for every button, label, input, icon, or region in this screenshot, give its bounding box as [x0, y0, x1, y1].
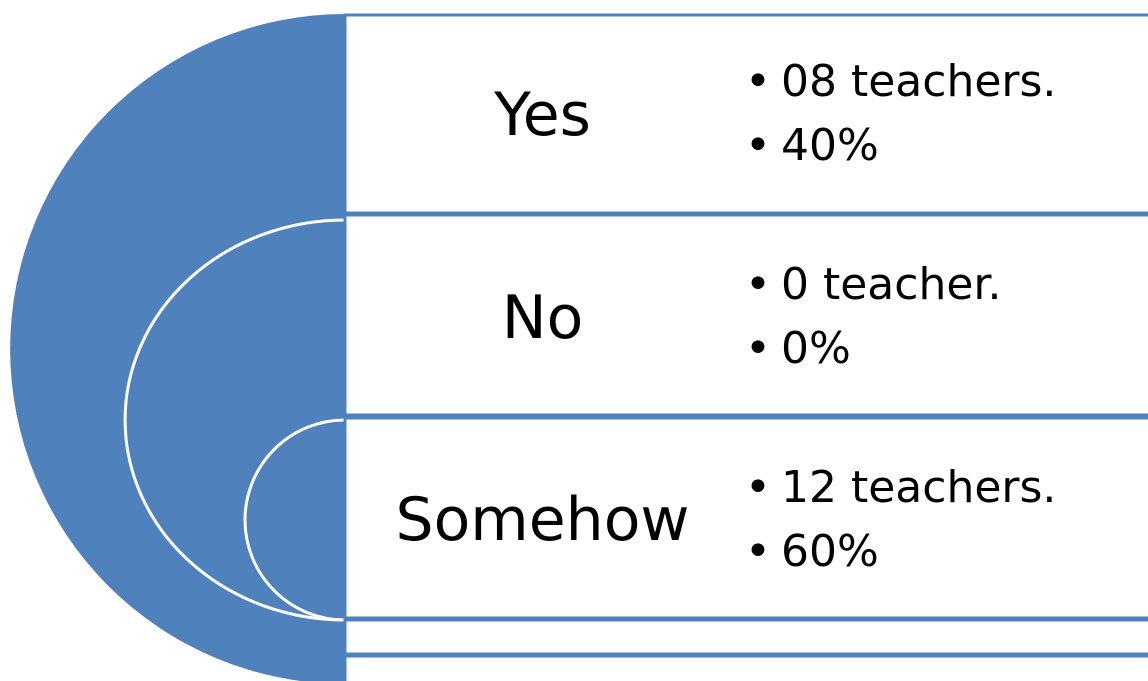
row-label-somehow: Somehow	[395, 485, 690, 555]
row-box-bottom-edge	[343, 654, 1148, 681]
bullet-item: 12 teachers.	[745, 456, 1145, 520]
row-bullets-yes: 08 teachers. 40%	[745, 50, 1145, 178]
outer-arc-shape	[10, 14, 345, 681]
bullet-item: 40%	[745, 114, 1145, 178]
row-bullets-no: 0 teacher. 0%	[745, 253, 1145, 381]
row-label-no: No	[501, 283, 584, 353]
bullet-item: 60%	[745, 520, 1145, 584]
row-label-yes: Yes	[494, 80, 591, 150]
row-bullets-somehow: 12 teachers. 60%	[745, 456, 1145, 584]
bullet-item: 08 teachers.	[745, 50, 1145, 114]
middle-arc-ring	[123, 218, 346, 622]
row-box-empty	[343, 618, 1148, 656]
bullet-item: 0%	[745, 317, 1145, 381]
bullet-item: 0 teacher.	[745, 253, 1145, 317]
inner-arc-ring	[243, 418, 346, 622]
